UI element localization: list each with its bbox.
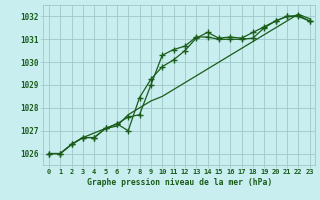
X-axis label: Graphe pression niveau de la mer (hPa): Graphe pression niveau de la mer (hPa) (87, 178, 272, 187)
